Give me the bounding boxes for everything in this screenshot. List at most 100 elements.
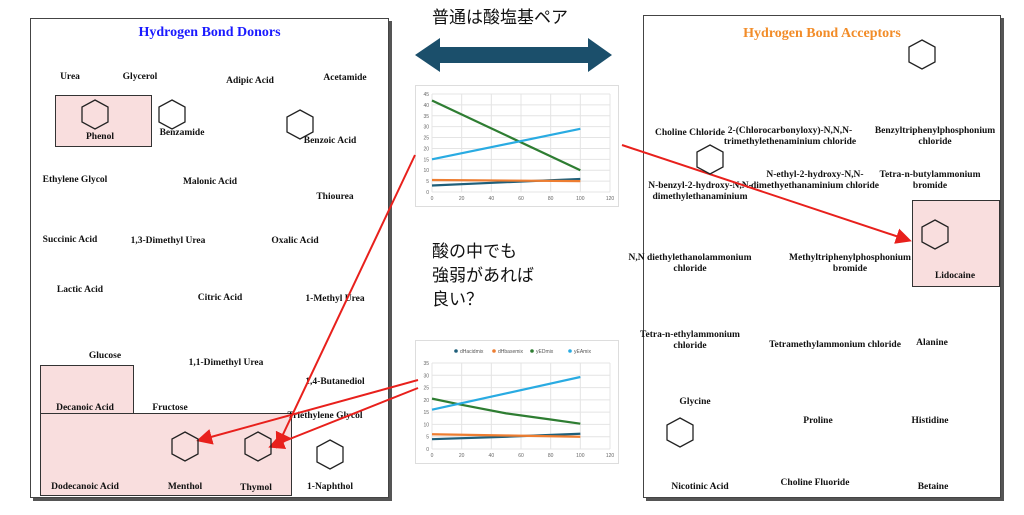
y-tick-label: 10	[423, 168, 429, 174]
y-tick-label: 5	[426, 435, 429, 441]
x-tick-label: 0	[431, 453, 434, 459]
x-tick-label: 40	[489, 196, 495, 202]
y-tick-label: 25	[423, 136, 429, 142]
acceptor-methyltriphenylphosphonium: Methyltriphenylphosphonium bromide	[789, 253, 911, 274]
acceptor-proline: Proline	[803, 416, 833, 426]
arrow-to-lidocaine	[621, 144, 912, 244]
acceptor-choline-fluoride: Choline Fluoride	[780, 478, 850, 488]
y-tick-label: 15	[423, 157, 429, 163]
donor-benzoic-acid: Benzoic Acid	[303, 136, 357, 146]
legend-label: dHacidmix	[460, 349, 484, 355]
x-tick-label: 40	[489, 453, 495, 459]
acceptor-tetra-n-butylammonium: Tetra-n-butylammonium bromide	[879, 170, 981, 191]
donor-citric-acid: Citric Acid	[197, 293, 243, 303]
chart-1: 0 5 10 15 20 25 30 35 40 45 0 20 40 60 80 100 120	[415, 85, 619, 207]
donor-benzamide: Benzamide	[159, 128, 205, 138]
series-line-1	[431, 178, 581, 183]
x-tick-label: 60	[518, 453, 524, 459]
y-tick-label: 45	[423, 92, 429, 98]
donor-adipic-acid: Adipic Acid	[226, 76, 274, 86]
y-tick-label: 20	[423, 398, 429, 404]
donor-menthol: Menthol	[167, 482, 203, 492]
acceptor-nicotinic-acid: Nicotinic Acid	[671, 482, 729, 492]
series-line-dHbasemix	[431, 433, 581, 438]
y-tick-label: 30	[423, 373, 429, 379]
donor-1-3-dimethyl-urea: 1,3-Dimethyl Urea	[130, 236, 206, 246]
legend-label: yEAmix	[574, 349, 591, 355]
donor-1-naphthol: 1-Naphthol	[307, 482, 353, 492]
donor-fructose: Fructose	[152, 403, 188, 413]
acceptor-tetramethylammonium-chloride: Tetramethylammonium chloride	[769, 340, 901, 350]
x-tick-label: 100	[576, 453, 585, 459]
acceptor-n-n-diethylethanolammonium: N,N diethylethanolammonium chloride	[628, 253, 752, 274]
acceptor-tetra-n-ethylammonium: Tetra-n-ethylammonium chloride	[640, 330, 740, 351]
series-line-3	[431, 127, 581, 161]
phenol-highlight	[55, 95, 152, 147]
annotation-top: 普通は酸塩基ペア	[432, 8, 568, 28]
donor-decanoic-acid: Decanoic Acid	[56, 403, 114, 413]
y-tick-label: 40	[423, 103, 429, 109]
x-tick-label: 120	[606, 453, 615, 459]
acceptor-choline-chloride: Choline Chloride	[655, 128, 725, 138]
x-tick-label: 20	[459, 196, 465, 202]
y-tick-label: 30	[423, 125, 429, 131]
donor-ethylene-glycol: Ethylene Glycol	[42, 175, 108, 185]
donor-1-methyl-urea: 1-Methyl Urea	[305, 294, 365, 304]
donor-lactic-acid: Lactic Acid	[56, 285, 104, 295]
y-tick-label: 0	[426, 447, 429, 453]
acceptor-histidine: Histidine	[911, 416, 949, 426]
acceptor-2-chlorocarbonyloxy-n-n-n: 2-(Chlorocarbonyloxy)-N,N,N- trimethylet…	[723, 126, 857, 147]
acceptors-title: Hydrogen Bond Acceptors	[743, 26, 901, 41]
donor-dodecanoic-acid: Dodecanoic Acid	[51, 482, 119, 492]
x-tick-label: 120	[606, 196, 615, 202]
donor-thiourea: Thiourea	[316, 192, 354, 202]
donor-acetamide: Acetamide	[323, 73, 367, 83]
annotation-middle-3: 良い？	[432, 290, 483, 310]
annotation-middle-1: 酸の中でも	[432, 242, 517, 262]
x-tick-label: 100	[576, 196, 585, 202]
arrow-chart1-down	[275, 154, 416, 449]
donor-succinic-acid: Succinic Acid	[42, 235, 98, 245]
donor-urea: Urea	[60, 72, 80, 82]
donor-glucose: Glucose	[88, 351, 122, 361]
series-line-2	[431, 99, 581, 172]
legend-label: yEDmix	[536, 349, 554, 355]
acceptor-n-benzyl-2-hydroxy-n-n: N-benzyl-2-hydroxy-N,N- dimethylethanami…	[648, 181, 752, 202]
legend-marker	[530, 349, 534, 353]
legend-marker	[568, 349, 572, 353]
acceptor-glycine: Glycine	[679, 397, 711, 407]
legend-label: dHbasemix	[498, 349, 524, 355]
benzene-ring-icons	[81, 39, 949, 470]
arrow-to-thymol	[268, 387, 419, 450]
x-tick-label: 60	[518, 196, 524, 202]
acceptor-alanine: Alanine	[916, 338, 948, 348]
y-tick-label: 35	[423, 114, 429, 120]
legend-marker	[454, 349, 458, 353]
y-tick-label: 5	[426, 179, 429, 185]
x-tick-label: 20	[459, 453, 465, 459]
lidocaine-highlight	[912, 200, 1000, 287]
x-tick-label: 80	[548, 196, 554, 202]
acceptor-lidocaine: Lidocaine	[934, 271, 976, 281]
y-tick-label: 10	[423, 422, 429, 428]
donors-title: Hydrogen Bond Donors	[138, 25, 281, 40]
acceptor-benzyltriphenylphosphonium: Benzyltriphenylphosphonium chloride	[874, 126, 996, 147]
y-tick-label: 25	[423, 386, 429, 392]
donor-glycerol: Glycerol	[122, 72, 158, 82]
series-line-yEDmix	[431, 397, 581, 425]
x-tick-label: 0	[431, 196, 434, 202]
donor-oxalic-acid: Oxalic Acid	[271, 236, 319, 246]
y-tick-label: 0	[426, 190, 429, 196]
y-tick-label: 20	[423, 146, 429, 152]
acceptor-betaine: Betaine	[917, 482, 949, 492]
donor-malonic-acid: Malonic Acid	[182, 177, 238, 187]
acceptor-n-ethyl-2-hydroxy-n-n: N-ethyl-2-hydroxy-N,N- dimethyethanamini…	[751, 170, 879, 191]
donor-thymol: Thymol	[240, 483, 272, 493]
donor-1-1-dimethyl-urea: 1,1-Dimethyl Urea	[188, 358, 264, 368]
y-tick-label: 15	[423, 410, 429, 416]
legend-marker	[492, 349, 496, 353]
series-line-dHacidmix	[431, 432, 581, 441]
series-line-yEAmix	[431, 375, 581, 411]
donor-1-4-butanediol: 1,4-Butanediol	[305, 377, 365, 387]
